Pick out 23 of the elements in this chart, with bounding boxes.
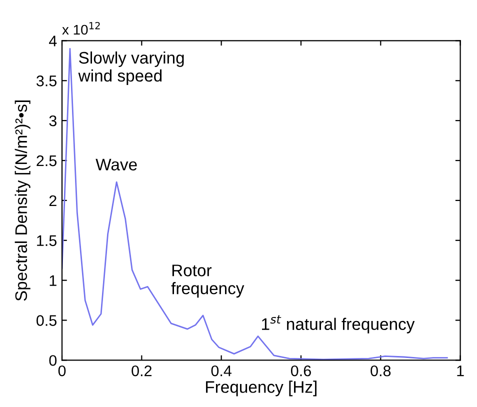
y-tick-label: 1.5 <box>37 235 57 246</box>
y-tick-label: 2.5 <box>36 155 57 166</box>
annotation: Rotor frequency <box>171 264 244 298</box>
x-tick-label: 0.2 <box>132 365 152 376</box>
x-tick-label: 0 <box>58 365 66 376</box>
annotation: 1$^{st}$ natural frequency <box>262 315 415 334</box>
annotation: Slowly varying wind speed <box>78 51 184 85</box>
x-tick-label: 1 <box>457 366 464 376</box>
y-tick-label: 0.5 <box>36 315 57 326</box>
text: x 10$^{12}$ <box>62 22 100 35</box>
x-tick-label: 0.6 <box>290 365 311 376</box>
x-tick-label: 0.8 <box>370 365 391 376</box>
y-tick-label: 3 <box>49 115 56 126</box>
y-tick-label: 1 <box>50 275 56 286</box>
annotation: Wave <box>96 158 137 170</box>
y-axis-title: Spectral Density [(N/m²)²•s] <box>14 100 30 301</box>
x-axis-title: Frequency [Hz] <box>206 380 316 396</box>
y-tick-label: 4 <box>49 36 57 46</box>
y-tick-label: 0 <box>49 355 57 366</box>
y-tick-label: 2 <box>49 195 56 206</box>
y-tick-label: 3.5 <box>36 76 57 86</box>
x-tick-label: 0.4 <box>211 365 232 376</box>
line-series <box>62 48 448 360</box>
